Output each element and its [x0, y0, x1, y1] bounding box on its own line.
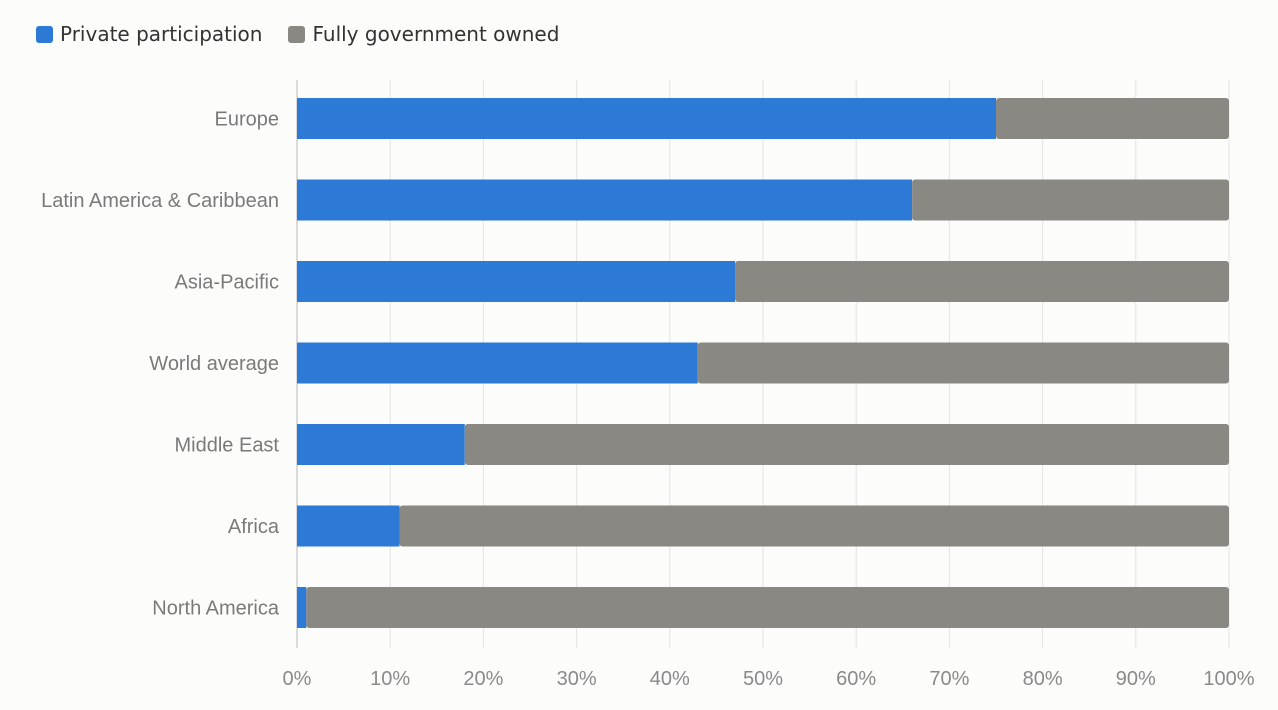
x-tick-label: 60% — [836, 668, 876, 690]
x-tick-label: 10% — [370, 668, 410, 690]
category-label: Asia-Pacific — [175, 272, 279, 294]
x-tick-label: 0% — [283, 668, 312, 690]
category-label: World average — [149, 353, 279, 375]
x-tick-label: 20% — [463, 668, 503, 690]
x-tick-label: 100% — [1203, 668, 1254, 690]
bar-government — [306, 587, 1229, 628]
bar-private — [297, 98, 996, 139]
legend-swatch-private — [36, 25, 53, 43]
x-tick-label: 40% — [650, 668, 690, 690]
bar-government — [912, 179, 1229, 221]
x-tick-label: 50% — [743, 668, 783, 690]
bar-government — [464, 424, 1229, 465]
bar-government — [399, 505, 1229, 547]
bar-private — [297, 342, 698, 384]
x-tick-label: 70% — [929, 668, 969, 690]
category-label: Middle East — [175, 435, 280, 457]
bar-private — [297, 424, 465, 465]
chart-legend: Private participation Fully government o… — [36, 22, 559, 46]
x-tick-label: 90% — [1116, 668, 1156, 690]
category-label: Europe — [215, 109, 280, 131]
bar-government — [735, 261, 1229, 302]
x-tick-label: 30% — [557, 668, 597, 690]
bar-private — [297, 587, 307, 628]
bar-private — [297, 179, 913, 221]
legend-label-government: Fully government owned — [312, 22, 560, 46]
bar-government — [697, 342, 1229, 384]
category-label: Latin America & Caribbean — [41, 190, 279, 212]
bar-private — [297, 261, 736, 302]
legend-item-private[interactable]: Private participation — [36, 22, 262, 46]
bar-private — [297, 505, 400, 547]
category-label: North America — [152, 598, 280, 620]
legend-label-private: Private participation — [60, 22, 263, 46]
bar-government — [996, 98, 1229, 139]
legend-item-government[interactable]: Fully government owned — [288, 22, 559, 46]
x-tick-label: 80% — [1023, 668, 1063, 690]
category-label: Africa — [228, 516, 280, 538]
legend-swatch-government — [288, 25, 306, 43]
